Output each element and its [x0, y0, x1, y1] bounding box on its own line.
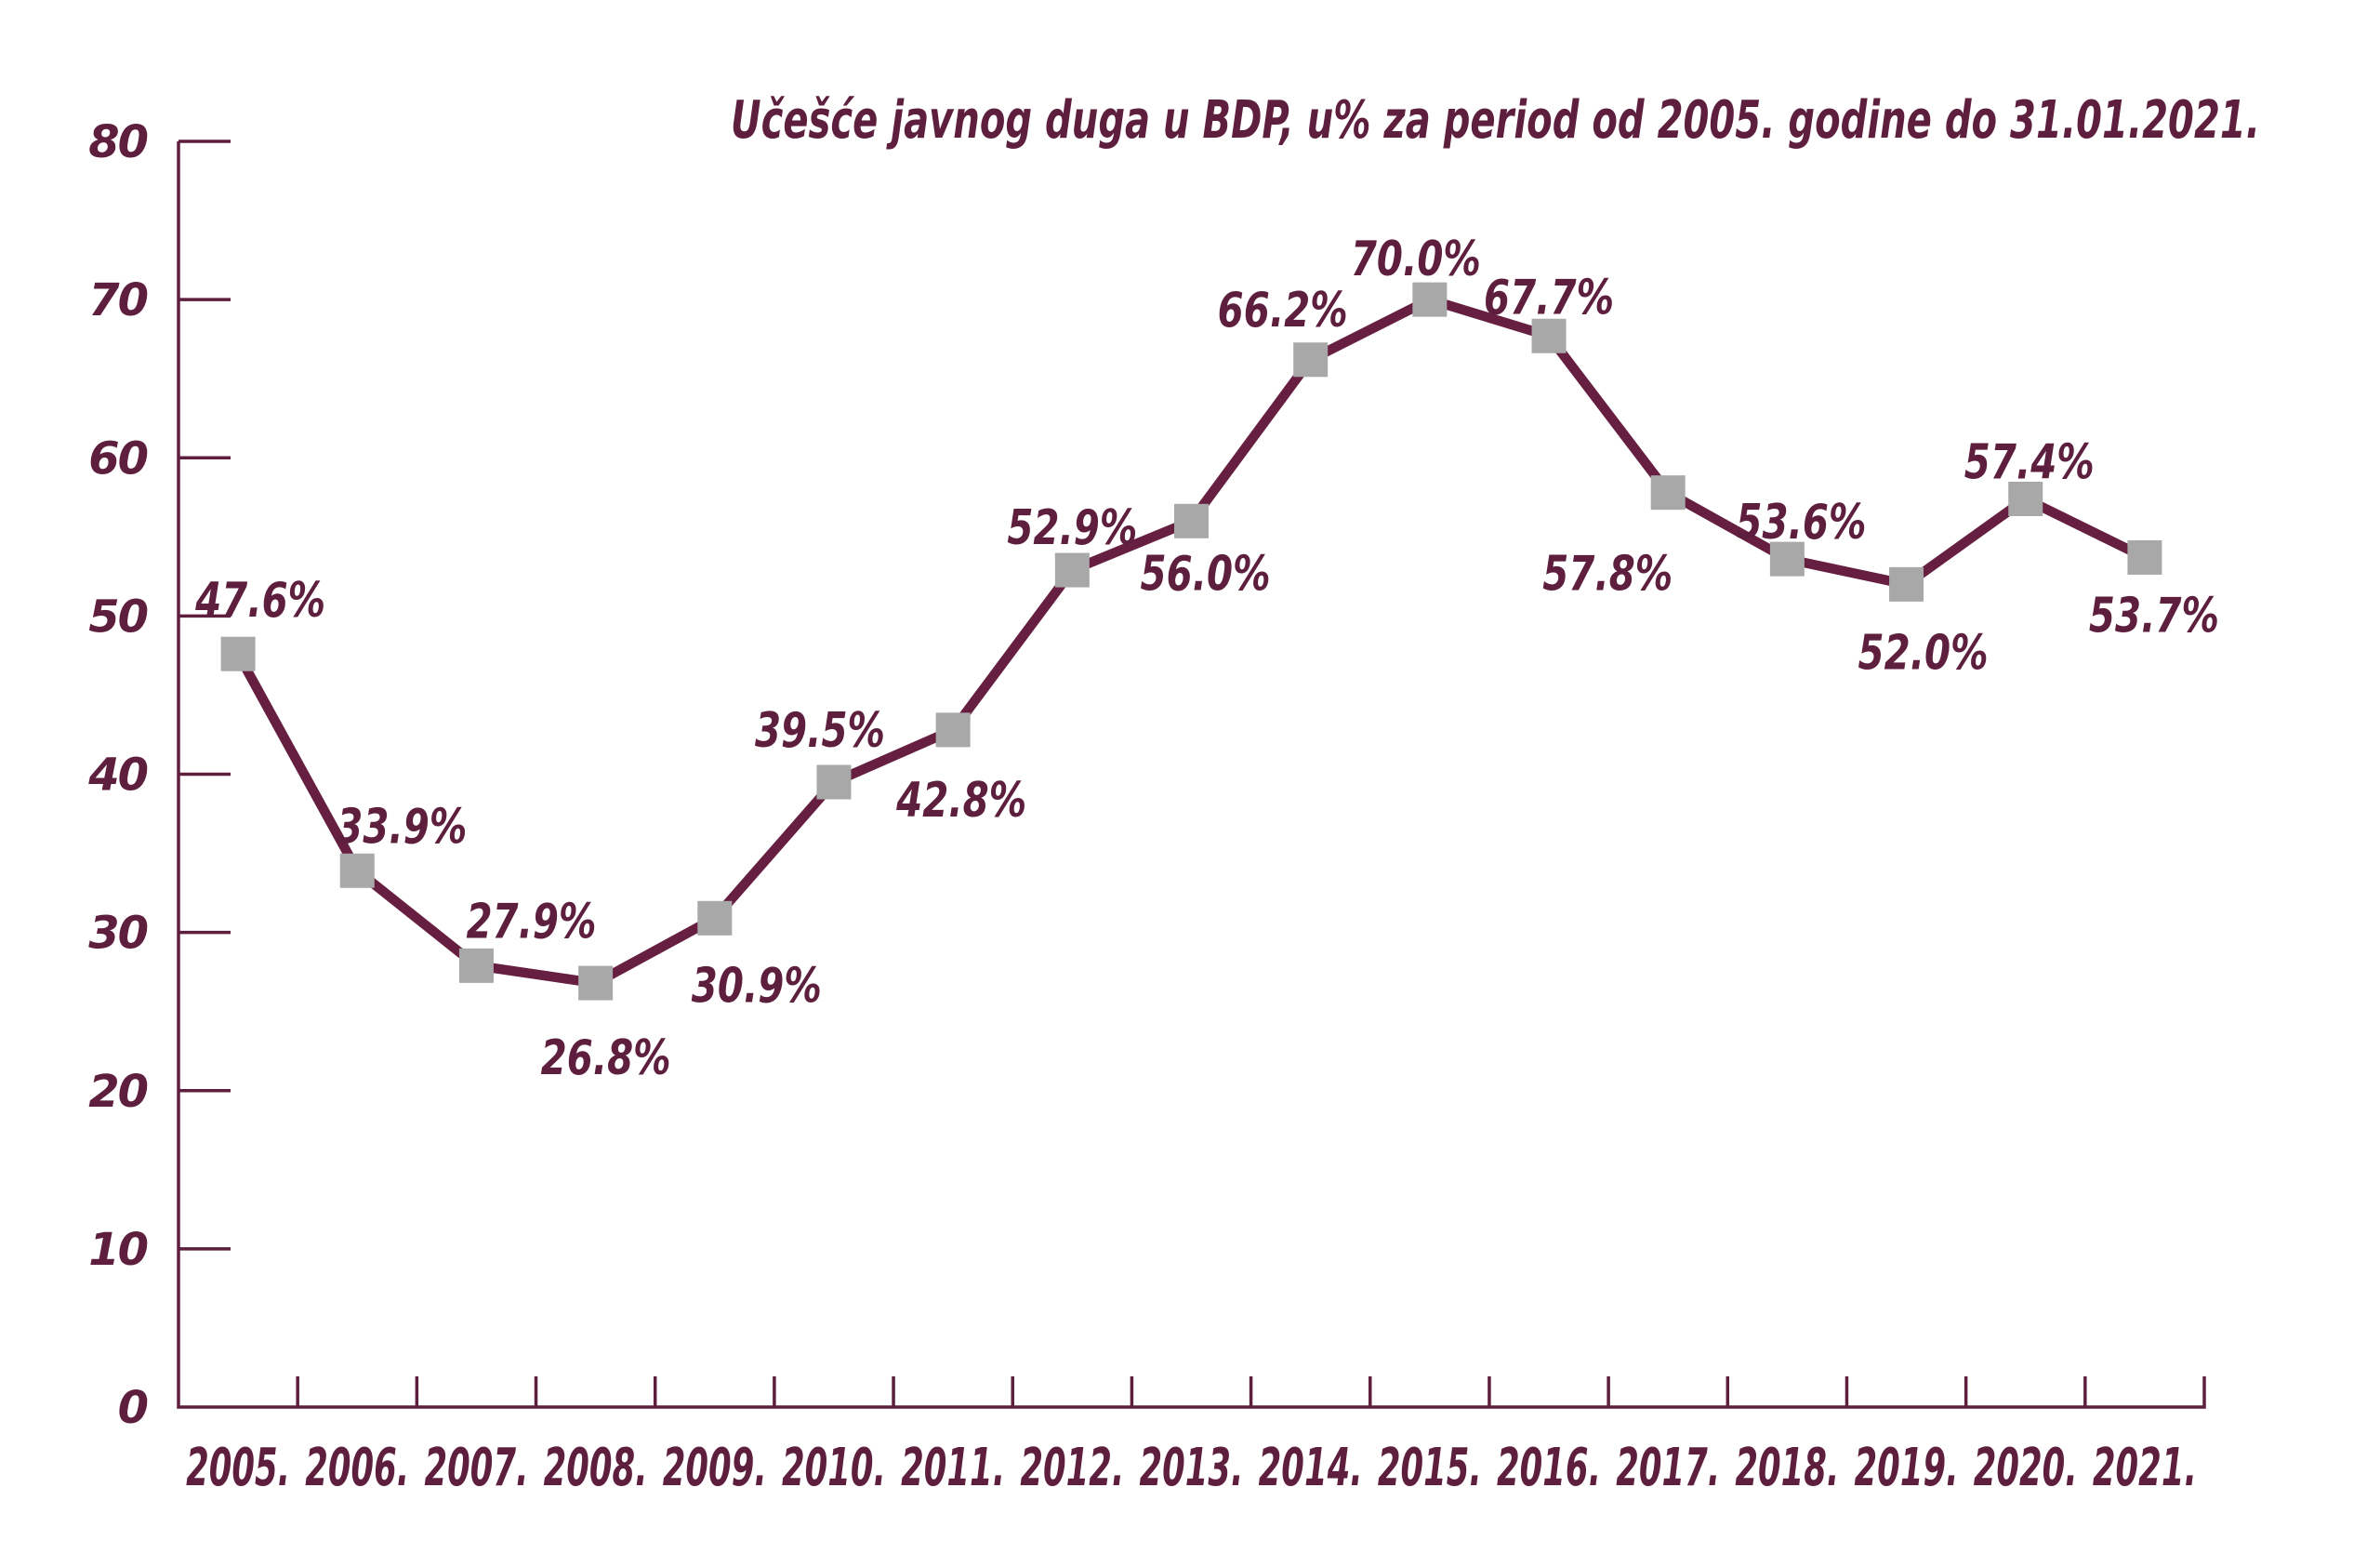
x-tick-label: 2013.: [1140, 1438, 1244, 1498]
data-point-label: 53.6%: [1736, 495, 1866, 551]
data-point-label: 30.9%: [692, 958, 822, 1014]
y-tick-label: 80: [88, 116, 147, 168]
data-point-marker: [935, 712, 971, 748]
data-point-marker: [1531, 318, 1567, 353]
x-tick-label: 2016.: [1497, 1438, 1601, 1498]
axis-spine: [177, 141, 2206, 1409]
x-tick-label: 2021.: [2093, 1438, 2197, 1498]
data-point-marker: [816, 764, 852, 800]
data-point-label: 67.7%: [1484, 270, 1614, 325]
data-point-label: 42.8%: [895, 773, 1026, 829]
data-point-marker: [2127, 539, 2162, 575]
data-point-marker: [1769, 541, 1805, 577]
data-point-marker: [458, 948, 494, 983]
data-point-label: 26.8%: [541, 1030, 671, 1086]
y-tick-label: 40: [87, 750, 147, 802]
data-point-label: 56.0%: [1141, 546, 1271, 602]
x-tick-label: 2017.: [1616, 1438, 1720, 1498]
y-tick-label: 20: [88, 1066, 147, 1118]
axes: 0 10 20 30 40 50 60 70 80 2005. 2006. 2007. 2008. 200…: [87, 116, 2206, 1498]
data-point-marker: [1412, 282, 1448, 317]
x-tick-label: 2010.: [782, 1438, 886, 1498]
x-tick-label: 2019.: [1855, 1438, 1959, 1498]
series: [220, 282, 2162, 1001]
chart-title: Učešće javnog duga u BDP, u% za period o…: [731, 90, 2260, 151]
data-point-marker: [2008, 481, 2043, 516]
data-point-label: 27.9%: [466, 894, 596, 950]
data-point-label: 33.9%: [337, 799, 467, 855]
data-point-marker: [1174, 503, 1209, 538]
data-point-marker: [339, 853, 375, 888]
y-tick-label: 50: [88, 591, 147, 643]
y-tick-label: 30: [88, 908, 147, 960]
y-tick-label: 10: [88, 1224, 147, 1276]
data-point-label: 52.0%: [1858, 625, 1989, 681]
data-point-marker: [697, 900, 733, 936]
data-point-label: 66.2%: [1218, 283, 1348, 339]
data-point-marker: [1650, 475, 1686, 511]
data-point-label: 47.6%: [194, 573, 325, 629]
x-tick-label: 2011.: [901, 1438, 1005, 1498]
data-point-marker: [1889, 566, 1924, 602]
x-tick-label: 2005.: [186, 1438, 290, 1498]
x-tick-label: 2006.: [305, 1438, 409, 1498]
data-point-label: 57.4%: [1964, 434, 2095, 490]
x-tick-label: 2018.: [1735, 1438, 1839, 1498]
x-tick-label: 2008.: [544, 1438, 648, 1498]
y-tick-label: 0: [118, 1382, 148, 1434]
x-tick-label: 2009.: [663, 1438, 767, 1498]
data-point-label: 52.9%: [1007, 500, 1137, 556]
x-tick-label: 2014.: [1259, 1438, 1363, 1498]
y-tick-label: 60: [88, 432, 147, 485]
x-tick-label: 2012.: [1020, 1438, 1124, 1498]
data-point-label: 57.8%: [1542, 547, 1673, 603]
x-tick-label: 2007.: [424, 1438, 528, 1498]
data-point-marker: [1054, 552, 1090, 588]
data-point-marker: [578, 965, 614, 1001]
data-point-label: 70.0%: [1351, 232, 1481, 287]
y-tick-label: 70: [88, 274, 147, 326]
x-tick-label: 2020.: [1974, 1438, 2078, 1498]
x-tick-label: 2015.: [1378, 1438, 1482, 1498]
data-point-marker: [1293, 342, 1329, 378]
data-point-label: 39.5%: [755, 703, 885, 759]
data-point-marker: [220, 636, 256, 671]
data-point-label: 53.7%: [2089, 588, 2219, 644]
data-labels: 47.6% 33.9% 27.9% 26.8% 30.9% 39.5%42.8% 52.9%…: [194, 232, 2219, 1086]
